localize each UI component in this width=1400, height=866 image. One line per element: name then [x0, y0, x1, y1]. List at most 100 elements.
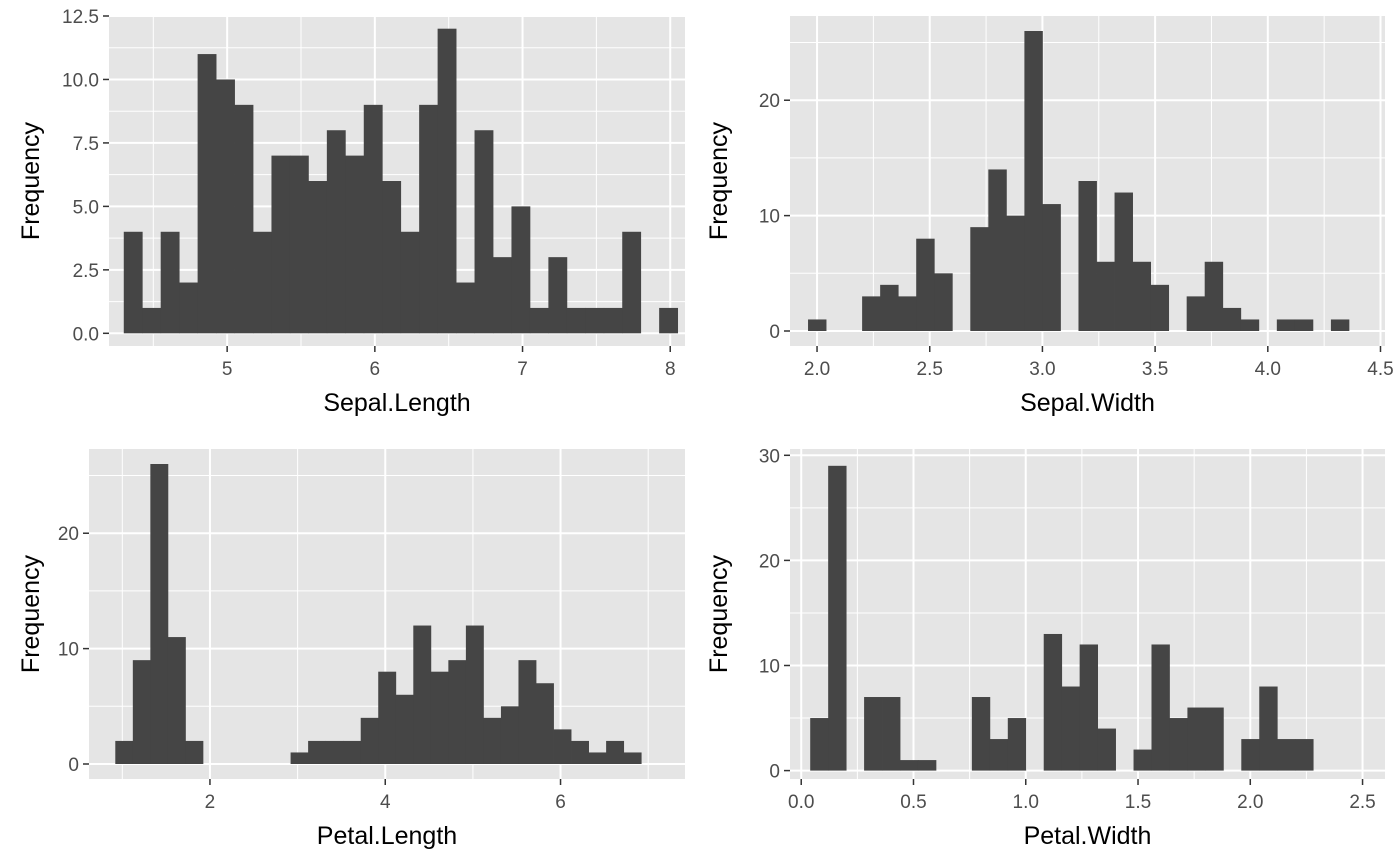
x-tick-label: 5 — [222, 359, 233, 380]
histogram-bar — [216, 79, 235, 334]
histogram-bar — [1061, 686, 1081, 771]
histogram-bar — [862, 296, 881, 331]
histogram-bar — [1097, 728, 1116, 771]
y-tick-label: 20 — [58, 524, 79, 545]
y-tick-label: 7.5 — [73, 134, 99, 155]
histogram-bar — [553, 729, 572, 764]
chart-panel-sepal-length: 0.0 2.5 5.0 7.5 10.0 12.5 5 6 7 8 Sepal.Length Freq… — [17, 7, 685, 417]
histogram-bar — [623, 752, 642, 764]
histogram-bar — [1024, 31, 1043, 331]
y-tick-label: 0 — [68, 755, 79, 776]
histogram-bar — [1294, 319, 1314, 331]
histogram-bar — [989, 739, 1009, 771]
histogram-bar — [571, 740, 589, 764]
histogram-bar — [160, 231, 180, 334]
histogram-bar — [1330, 319, 1350, 331]
histogram-bar — [585, 307, 605, 334]
histogram-bar — [864, 697, 883, 771]
histogram-bar — [483, 717, 502, 764]
histogram-bar — [808, 319, 827, 331]
y-axis-title: Frequency — [705, 121, 733, 240]
histogram-bar — [290, 752, 309, 764]
histogram-bar — [197, 54, 217, 334]
histogram-bar — [1205, 707, 1224, 771]
histogram-bar — [308, 740, 327, 764]
histogram-bar — [1096, 261, 1115, 331]
histogram-bar — [185, 740, 204, 764]
x-tick-label: 2.5 — [917, 359, 943, 380]
histogram-bar — [132, 660, 151, 764]
y-axis-title: Frequency — [705, 554, 733, 673]
histogram-bar — [448, 660, 467, 764]
y-tick-label: 10 — [759, 207, 780, 228]
x-tick-label: 4.0 — [1255, 359, 1281, 380]
histogram-bar — [1114, 192, 1133, 331]
histogram-bar — [536, 683, 554, 764]
histogram-bar — [882, 697, 901, 771]
histogram-bar — [271, 155, 291, 334]
histogram-bar — [150, 464, 169, 764]
histogram-bar — [234, 104, 254, 334]
histogram-bar — [308, 181, 328, 334]
histogram-bar — [1006, 215, 1025, 331]
histogram-bar — [548, 257, 568, 334]
histogram-bar — [1042, 204, 1061, 331]
histogram-bars — [808, 31, 1350, 331]
x-tick-label: 4 — [380, 792, 391, 813]
histogram-bar — [1240, 319, 1260, 331]
histogram-bars — [115, 464, 642, 764]
chart-panel-sepal-width: 0 10 20 2.0 2.5 3.0 3.5 4.0 4.5 Sepal.Width Freque… — [705, 16, 1394, 417]
x-tick-label: 2.0 — [1237, 792, 1263, 813]
histogram-bar — [400, 231, 420, 334]
histogram-bar — [1132, 261, 1152, 331]
histogram-bar — [1259, 686, 1278, 771]
histogram-bar — [1043, 633, 1063, 771]
histogram-bar — [142, 307, 162, 334]
y-tick-label: 0 — [769, 322, 780, 343]
y-axis-title: Frequency — [17, 554, 45, 673]
histogram-bar — [167, 637, 186, 764]
histogram-bar — [566, 307, 586, 334]
histogram-bar — [1186, 296, 1206, 331]
histogram-bar — [970, 227, 989, 331]
y-tick-label: 20 — [759, 551, 780, 572]
histogram-bar — [343, 740, 362, 764]
y-tick-label: 12.5 — [62, 7, 99, 28]
histogram-bar — [1222, 307, 1242, 331]
y-tick-label: 10.0 — [62, 70, 99, 91]
x-tick-label: 8 — [665, 359, 676, 380]
histogram-bar — [253, 231, 272, 334]
histogram-bar — [437, 28, 457, 334]
histogram-bar — [1151, 644, 1170, 771]
y-axis-title: Frequency — [17, 121, 45, 240]
histogram-bar — [115, 740, 134, 764]
histogram-bar — [363, 104, 383, 334]
histogram-bar — [588, 752, 607, 764]
x-tick-label: 7 — [517, 359, 528, 380]
histogram-bar — [971, 697, 991, 771]
y-tick-label: 0 — [769, 762, 780, 783]
x-tick-label: 6 — [370, 359, 381, 380]
x-tick-label: 6 — [555, 792, 566, 813]
histogram-bar — [1295, 739, 1314, 771]
chart-panel-petal-width: 0 10 20 30 0.0 0.5 1.0 1.5 2.0 2.5 Petal.Width Freq… — [705, 446, 1385, 850]
x-tick-label: 1.0 — [1013, 792, 1039, 813]
histogram-bar — [289, 155, 309, 334]
histogram-bar — [1079, 644, 1099, 771]
histogram-bar — [325, 740, 344, 764]
y-tick-label: 20 — [759, 91, 780, 112]
histogram-bar — [382, 181, 402, 334]
histogram-bars — [810, 465, 1314, 771]
histogram-bar — [606, 740, 625, 764]
histogram-bar — [810, 718, 829, 771]
histogram-bar — [395, 694, 414, 764]
x-axis-title: Sepal.Length — [323, 389, 470, 417]
histogram-bars — [123, 28, 679, 334]
histogram-bar — [123, 231, 143, 334]
histogram-bar — [880, 284, 899, 331]
histogram-bar — [326, 130, 346, 334]
x-axis-title: Petal.Length — [317, 822, 457, 850]
histogram-bar — [500, 706, 519, 764]
x-tick-label: 2.5 — [1349, 792, 1375, 813]
histogram-bar — [430, 671, 449, 764]
